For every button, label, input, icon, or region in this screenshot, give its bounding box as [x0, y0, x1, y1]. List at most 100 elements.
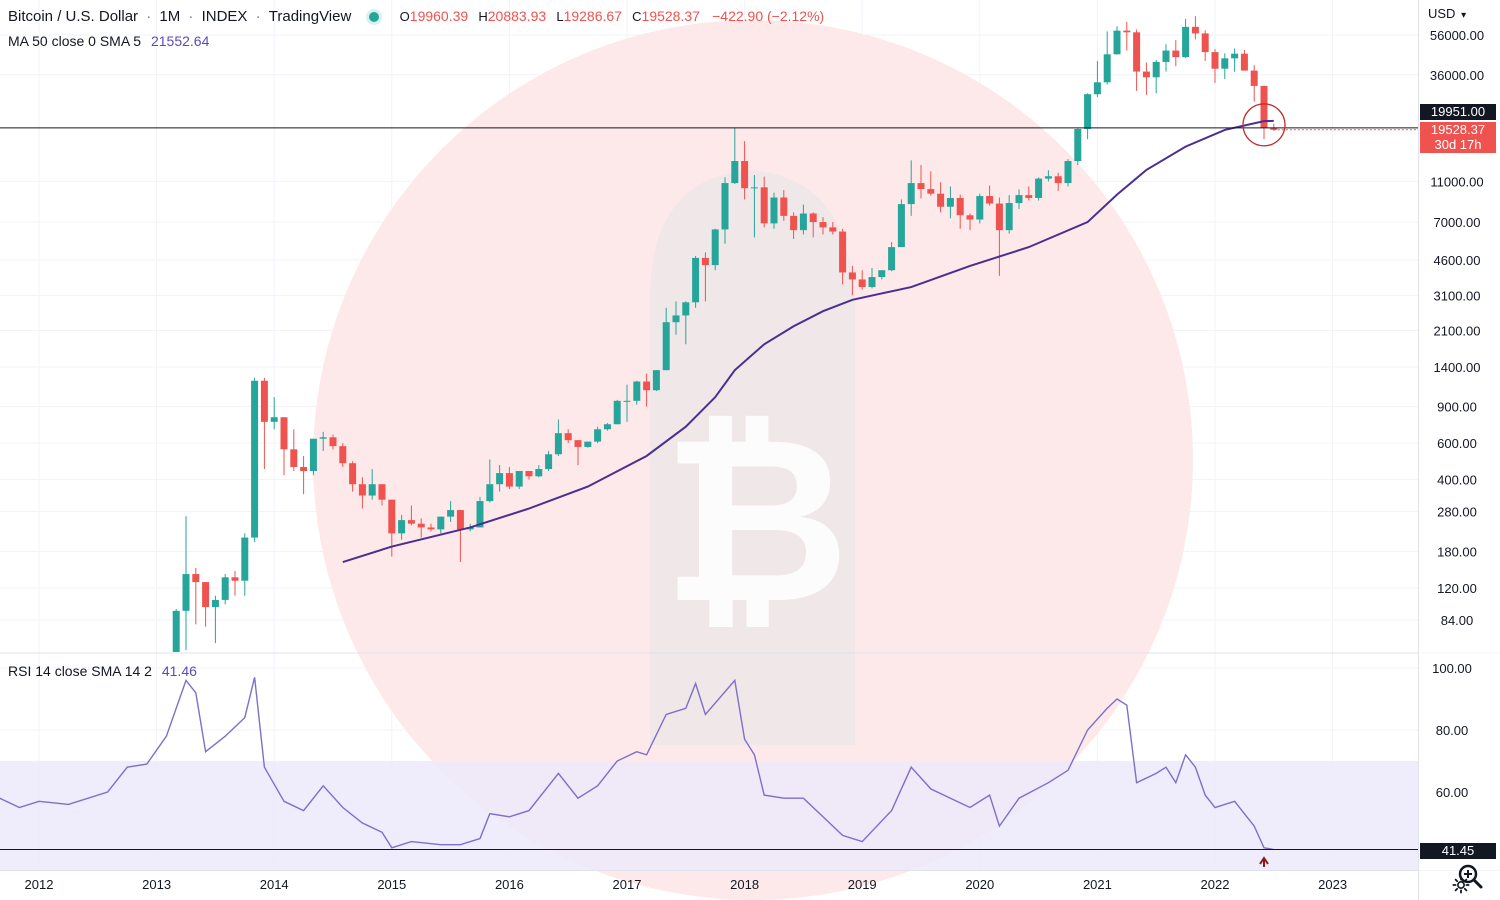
- candle-body[interactable]: [1054, 176, 1062, 184]
- candle-body[interactable]: [427, 527, 435, 530]
- candle-body[interactable]: [398, 520, 406, 534]
- candle-body[interactable]: [1074, 128, 1082, 162]
- candle-body[interactable]: [525, 471, 533, 477]
- candle-body[interactable]: [672, 315, 680, 323]
- candle-body[interactable]: [1044, 176, 1052, 179]
- symbol-name[interactable]: Bitcoin / U.S. Dollar: [8, 8, 139, 25]
- candle-body[interactable]: [956, 197, 964, 216]
- candle-body[interactable]: [437, 516, 445, 530]
- candle-body[interactable]: [1123, 30, 1131, 33]
- candle-body[interactable]: [515, 471, 523, 487]
- candle-body[interactable]: [986, 196, 994, 204]
- candle-body[interactable]: [711, 229, 719, 266]
- candle-body[interactable]: [1231, 53, 1239, 59]
- candle-body[interactable]: [309, 438, 317, 472]
- candle-body[interactable]: [260, 380, 268, 422]
- candle-body[interactable]: [1103, 54, 1111, 83]
- candle-body[interactable]: [1221, 58, 1229, 69]
- candle-body[interactable]: [417, 523, 425, 528]
- candle-body[interactable]: [211, 599, 219, 608]
- candle-body[interactable]: [486, 484, 494, 502]
- candle-body[interactable]: [790, 215, 798, 231]
- candle-body[interactable]: [633, 381, 641, 401]
- candle-body[interactable]: [976, 196, 984, 220]
- candle-body[interactable]: [721, 183, 729, 230]
- rsi-line[interactable]: [0, 677, 1274, 851]
- candle-body[interactable]: [319, 437, 327, 439]
- candle-body[interactable]: [809, 213, 817, 223]
- candle-body[interactable]: [270, 417, 278, 422]
- candle-body[interactable]: [888, 247, 896, 271]
- candle-body[interactable]: [574, 440, 582, 447]
- candle-body[interactable]: [897, 204, 905, 248]
- candle-body[interactable]: [1191, 26, 1199, 34]
- candle-body[interactable]: [1015, 195, 1023, 204]
- candle-body[interactable]: [1064, 161, 1072, 184]
- candle-body[interactable]: [584, 441, 592, 447]
- candle-body[interactable]: [202, 582, 210, 608]
- candle-body[interactable]: [1211, 52, 1219, 69]
- candle-body[interactable]: [682, 302, 690, 316]
- candle-body[interactable]: [447, 510, 455, 517]
- candle-body[interactable]: [496, 473, 504, 485]
- candle-body[interactable]: [946, 197, 954, 207]
- candle-body[interactable]: [1162, 50, 1170, 62]
- candle-body[interactable]: [1035, 178, 1043, 198]
- candle-body[interactable]: [613, 400, 621, 425]
- candle-body[interactable]: [1182, 26, 1190, 58]
- candle-body[interactable]: [564, 433, 572, 441]
- candle-body[interactable]: [1152, 61, 1160, 78]
- ma-legend[interactable]: MA 50 close 0 SMA 5 21552.64: [8, 33, 209, 49]
- candle-body[interactable]: [554, 433, 562, 455]
- candle-body[interactable]: [623, 400, 631, 402]
- candle-body[interactable]: [339, 446, 347, 464]
- candle-body[interactable]: [192, 574, 200, 583]
- highlight-circle[interactable]: [1242, 103, 1286, 147]
- candle-body[interactable]: [300, 467, 308, 472]
- candle-body[interactable]: [878, 270, 886, 278]
- ma50-line[interactable]: [342, 119, 1274, 563]
- rsi-legend[interactable]: RSI 14 close SMA 14 2 41.46: [8, 663, 197, 679]
- candle-body[interactable]: [594, 429, 602, 442]
- candle-body[interactable]: [770, 197, 778, 224]
- candle-body[interactable]: [1133, 32, 1141, 72]
- candle-body[interactable]: [368, 484, 376, 496]
- candle-body[interactable]: [407, 520, 415, 524]
- candle-body[interactable]: [1240, 53, 1248, 71]
- candle-body[interactable]: [290, 449, 298, 468]
- candle-body[interactable]: [182, 574, 190, 611]
- candle-body[interactable]: [378, 484, 386, 500]
- candle-body[interactable]: [799, 213, 807, 231]
- candle-body[interactable]: [545, 454, 553, 469]
- candle-body[interactable]: [1113, 30, 1121, 55]
- candle-body[interactable]: [1093, 82, 1101, 95]
- candle-body[interactable]: [1172, 50, 1180, 58]
- candle-body[interactable]: [966, 215, 974, 220]
- candle-body[interactable]: [1005, 203, 1013, 231]
- zoom-icon[interactable]: [1456, 862, 1484, 890]
- candle-body[interactable]: [1270, 127, 1278, 130]
- candle-body[interactable]: [251, 380, 259, 538]
- candle-body[interactable]: [907, 183, 915, 205]
- candle-body[interactable]: [535, 468, 543, 477]
- candle-body[interactable]: [692, 257, 700, 303]
- candle-body[interactable]: [456, 510, 464, 530]
- candle-body[interactable]: [603, 424, 611, 430]
- candle-body[interactable]: [868, 277, 876, 288]
- candle-body[interactable]: [1260, 85, 1268, 128]
- candle-body[interactable]: [505, 473, 513, 487]
- candle-body[interactable]: [819, 222, 827, 228]
- candle-body[interactable]: [780, 197, 788, 216]
- candle-body[interactable]: [731, 161, 739, 184]
- candle-body[interactable]: [995, 203, 1003, 231]
- candle-body[interactable]: [241, 537, 249, 581]
- candle-body[interactable]: [329, 437, 337, 447]
- candle-body[interactable]: [1201, 33, 1209, 53]
- candle-body[interactable]: [476, 501, 484, 528]
- candle-body[interactable]: [358, 484, 366, 496]
- interval[interactable]: 1M: [159, 8, 181, 25]
- candle-body[interactable]: [750, 187, 758, 189]
- candle-body[interactable]: [1142, 71, 1150, 78]
- candle-body[interactable]: [280, 417, 288, 450]
